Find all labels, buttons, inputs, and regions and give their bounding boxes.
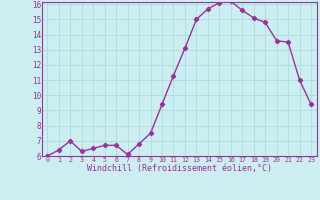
X-axis label: Windchill (Refroidissement éolien,°C): Windchill (Refroidissement éolien,°C) xyxy=(87,164,272,173)
